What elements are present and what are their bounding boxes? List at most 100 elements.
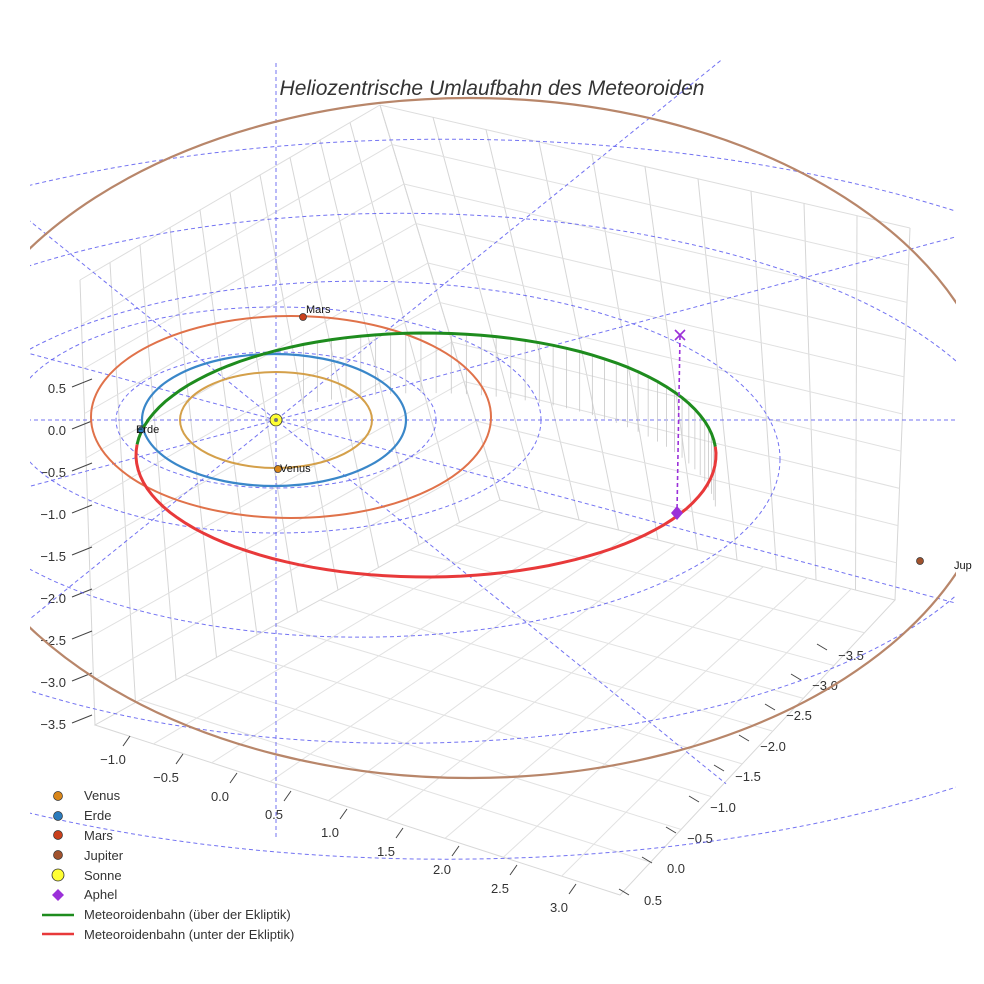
- z-tick-label: 0.5: [48, 381, 66, 396]
- z-tick-label: 0.0: [48, 423, 66, 438]
- z-tick-mark: [71, 630, 93, 640]
- legend-dot-icon: [36, 828, 80, 842]
- grid-line: [91, 420, 899, 637]
- legend-label: Sonne: [84, 867, 122, 883]
- z-tick-label: −2.0: [40, 591, 66, 606]
- y-tick-mark: [816, 643, 828, 651]
- ecliptic-ring: [30, 212, 956, 744]
- mars-marker: [299, 313, 307, 321]
- aphel-projection-line: [676, 335, 681, 513]
- ecliptic-ray: [30, 60, 723, 620]
- y-tick-label: −2.5: [786, 708, 812, 723]
- z-tick-mark: [71, 378, 93, 388]
- grid-line: [328, 544, 676, 801]
- y-tick-mark: [713, 764, 725, 772]
- x-tick-mark: [339, 808, 348, 820]
- z-tick-label: −1.5: [40, 549, 66, 564]
- axis-ticks: 0.50.0−0.5−1.0−1.5−2.0−2.5−3.0−3.5−1.0−0…: [40, 378, 864, 915]
- legend-line-icon: [36, 927, 80, 941]
- jupiter-marker: [916, 557, 924, 565]
- z-tick-label: −0.5: [40, 465, 66, 480]
- x-tick-label: 0.5: [265, 807, 283, 822]
- legend-label: Aphel: [84, 887, 118, 903]
- y-tick-label: −3.0: [812, 678, 838, 693]
- z-tick-label: −3.0: [40, 675, 66, 690]
- grid-line: [364, 574, 804, 699]
- venus-marker: [274, 465, 282, 473]
- legend-item-mars[interactable]: Mars: [36, 826, 294, 846]
- legend-item-jupiter[interactable]: Jupiter: [36, 845, 294, 865]
- grid-line: [274, 624, 743, 765]
- planet-orbits: [30, 97, 956, 779]
- grid-line: [87, 301, 903, 503]
- grid-line: [90, 380, 900, 592]
- meteoroid-track: [134, 331, 718, 579]
- legend-dot-icon: [36, 789, 80, 803]
- x-tick-label: 2.0: [433, 862, 451, 877]
- x-tick-label: 0.0: [211, 789, 229, 804]
- axes-box: [79, 104, 911, 896]
- x-tick-label: 3.0: [550, 900, 568, 915]
- legend-item-erde[interactable]: Erde: [36, 806, 294, 826]
- x-tick-label: 1.5: [377, 844, 395, 859]
- y-tick-label: −3.5: [838, 648, 864, 663]
- legend-item-sonne[interactable]: Sonne: [36, 865, 294, 885]
- grid-line: [561, 588, 852, 877]
- legend-diamond-icon: [36, 888, 80, 902]
- grid-line: [502, 577, 808, 858]
- mars-label: Mars: [306, 304, 331, 316]
- legend-item-venus[interactable]: Venus: [36, 786, 294, 806]
- legend-label: Venus: [84, 788, 121, 804]
- legend-label: Erde: [84, 808, 112, 824]
- legend-dot-icon: [36, 848, 80, 862]
- x-tick-mark: [509, 864, 518, 876]
- z-tick-label: −2.5: [40, 633, 66, 648]
- y-tick-label: −1.5: [735, 769, 761, 784]
- legend-item-bahn-ueber[interactable]: Meteoroidenbahn (über der Ekliptik): [36, 905, 294, 925]
- legend-item-bahn-unter[interactable]: Meteoroidenbahn (unter der Ekliptik): [36, 925, 294, 945]
- grid-line: [81, 143, 909, 325]
- grid-line: [139, 699, 651, 863]
- track-above-ecliptic: [135, 331, 717, 447]
- orbit-jupiter: [30, 97, 956, 779]
- grid-line: [82, 183, 908, 370]
- legend-label: Meteoroidenbahn (unter der Ekliptik): [84, 926, 295, 942]
- legend-label: Jupiter: [84, 847, 124, 863]
- legend-sun-icon: [36, 868, 80, 882]
- x-tick-mark: [175, 753, 184, 765]
- x-tick-label: 2.5: [491, 881, 509, 896]
- grid-line: [93, 459, 897, 681]
- grid-line: [211, 521, 589, 764]
- y-tick-mark: [665, 826, 677, 834]
- x-tick-mark: [395, 827, 404, 839]
- erde-marker: [137, 426, 145, 434]
- y-tick-mark: [688, 795, 700, 803]
- y-tick-mark: [738, 734, 750, 742]
- x-tick-mark: [283, 790, 292, 802]
- y-tick-label: 0.5: [644, 893, 662, 908]
- orbit-erde: [140, 352, 408, 488]
- track-below-ecliptic: [134, 444, 718, 579]
- x-tick-mark: [229, 772, 238, 784]
- grid-line: [269, 532, 632, 783]
- grid-line: [84, 222, 906, 414]
- z-tick-label: −3.5: [40, 717, 66, 732]
- z-tick-label: −1.0: [40, 507, 66, 522]
- sun-core: [274, 418, 278, 422]
- legend-dot-icon: [36, 809, 80, 823]
- venus-label: Venus: [280, 463, 311, 475]
- grid-line: [386, 555, 720, 820]
- x-tick-label: −0.5: [153, 770, 179, 785]
- legend-label: Meteoroidenbahn (über der Ekliptik): [84, 907, 291, 923]
- x-tick-label: 1.0: [321, 825, 339, 840]
- y-tick-label: 0.0: [667, 861, 685, 876]
- y-tick-mark: [790, 673, 802, 681]
- grid-line: [85, 262, 905, 459]
- z-tick-mark: [71, 504, 93, 514]
- ecliptic-ring: [30, 280, 781, 638]
- grid-line: [229, 649, 712, 798]
- jupiter-label: Jup: [954, 560, 972, 572]
- grid-line: [454, 524, 865, 634]
- legend-item-aphel[interactable]: Aphel: [36, 885, 294, 905]
